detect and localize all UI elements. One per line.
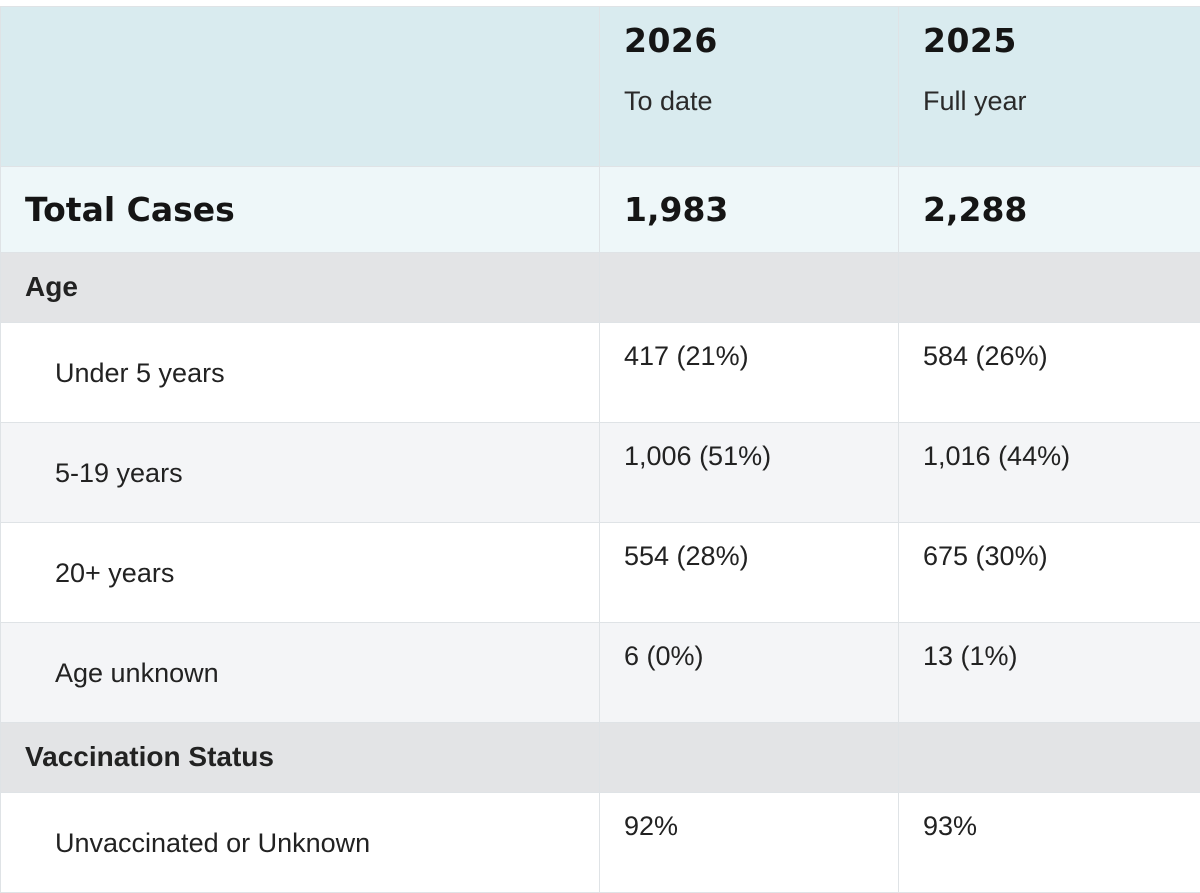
- section-empty-cell: [599, 722, 899, 793]
- value-2026: 6 (0%): [599, 622, 899, 723]
- table-row: 5-19 years 1,006 (51%) 1,016 (44%): [0, 422, 1200, 523]
- total-cases-label: Total Cases: [0, 166, 600, 253]
- value-2025: 584 (26%): [898, 322, 1200, 423]
- value-2026: 554 (28%): [599, 522, 899, 623]
- header-empty-cell: [0, 6, 600, 167]
- header-subtitle-2026: To date: [624, 86, 713, 116]
- value-2026: 417 (21%): [599, 322, 899, 423]
- header-year-2026: 2026: [624, 21, 718, 60]
- case-summary-table: 2026 To date 2025 Full year Total Cases …: [0, 6, 1200, 893]
- total-cases-row: Total Cases 1,983 2,288: [0, 166, 1200, 253]
- total-cases-2025: 2,288: [898, 166, 1200, 253]
- value-2025: 13 (1%): [898, 622, 1200, 723]
- row-label-age-unknown: Age unknown: [0, 622, 600, 723]
- total-cases-2026: 1,983: [599, 166, 899, 253]
- section-empty-cell: [898, 252, 1200, 323]
- section-label-age: Age: [0, 252, 600, 323]
- table-header-row: 2026 To date 2025 Full year: [0, 6, 1200, 167]
- value-2026: 1,006 (51%): [599, 422, 899, 523]
- value-2026: 92%: [599, 792, 899, 893]
- value-2025: 675 (30%): [898, 522, 1200, 623]
- section-label-vaccination: Vaccination Status: [0, 722, 600, 793]
- header-2025: 2025 Full year: [898, 6, 1200, 167]
- table-row: Age unknown 6 (0%) 13 (1%): [0, 622, 1200, 723]
- table-row: Under 5 years 417 (21%) 584 (26%): [0, 322, 1200, 423]
- table-row: Unvaccinated or Unknown 92% 93%: [0, 792, 1200, 893]
- header-2026: 2026 To date: [599, 6, 899, 167]
- row-label-20-plus: 20+ years: [0, 522, 600, 623]
- section-empty-cell: [599, 252, 899, 323]
- value-2025: 1,016 (44%): [898, 422, 1200, 523]
- case-summary-table-container: 2026 To date 2025 Full year Total Cases …: [0, 6, 1200, 893]
- value-2025: 93%: [898, 792, 1200, 893]
- row-label-under-5: Under 5 years: [0, 322, 600, 423]
- header-year-2025: 2025: [923, 21, 1017, 60]
- section-row-vaccination: Vaccination Status: [0, 722, 1200, 793]
- header-subtitle-2025: Full year: [923, 86, 1027, 116]
- section-empty-cell: [898, 722, 1200, 793]
- section-row-age: Age: [0, 252, 1200, 323]
- row-label-5-19: 5-19 years: [0, 422, 600, 523]
- table-row: 20+ years 554 (28%) 675 (30%): [0, 522, 1200, 623]
- row-label-unvaccinated: Unvaccinated or Unknown: [0, 792, 600, 893]
